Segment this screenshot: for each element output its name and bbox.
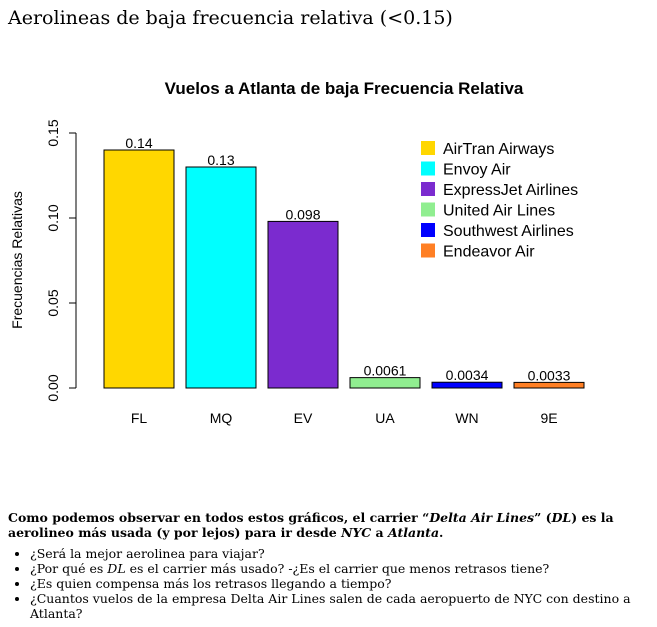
bar xyxy=(103,149,175,389)
bar xyxy=(431,381,503,389)
data-label: 0.13 xyxy=(207,152,234,168)
x-tick-label: EV xyxy=(294,410,313,426)
bar xyxy=(349,377,421,389)
chart-svg: Vuelos a Atlanta de baja Frecuencia Rela… xyxy=(9,79,585,426)
legend-label: Envoy Air xyxy=(443,162,511,179)
bar xyxy=(185,166,257,389)
question-item: ¿Por qué es DL es el carrier más usado? … xyxy=(30,561,653,576)
x-tick-label: 9E xyxy=(540,410,557,426)
legend-label: ExpressJet Airlines xyxy=(443,182,578,199)
legend-swatch xyxy=(421,223,435,237)
question-item: ¿Será la mejor aerolinea para viajar? xyxy=(30,546,653,561)
x-tick-label: MQ xyxy=(210,410,233,426)
legend-swatch xyxy=(421,141,435,155)
y-tick-label: 0.00 xyxy=(45,374,61,401)
legend-swatch xyxy=(421,243,435,258)
y-tick-label: 0.10 xyxy=(45,204,61,231)
bar xyxy=(267,220,339,389)
y-axis-label: Frecuencias Relativas xyxy=(9,191,25,329)
legend-label: United Air Lines xyxy=(443,203,555,220)
bar xyxy=(513,381,585,389)
data-label: 0.0034 xyxy=(446,367,489,383)
notes-section: Como podemos observar en todos estos grá… xyxy=(8,510,653,621)
legend-swatch xyxy=(421,182,435,196)
data-label: 0.0061 xyxy=(364,363,407,379)
legend-swatch xyxy=(421,161,435,176)
y-tick-label: 0.15 xyxy=(45,119,61,146)
summary-paragraph: Como podemos observar en todos estos grá… xyxy=(8,510,614,540)
question-item: ¿Es quien compensa más los retrasos lleg… xyxy=(30,576,653,591)
bar-chart: Vuelos a Atlanta de baja Frecuencia Rela… xyxy=(0,68,657,440)
x-tick-label: WN xyxy=(455,410,478,426)
question-list: ¿Será la mejor aerolinea para viajar? ¿P… xyxy=(8,546,653,621)
x-tick-label: FL xyxy=(131,410,148,426)
chart-title: Vuelos a Atlanta de baja Frecuencia Rela… xyxy=(165,79,524,98)
data-label: 0.0033 xyxy=(528,367,571,383)
x-tick-label: UA xyxy=(375,410,395,426)
data-label: 0.098 xyxy=(285,206,320,222)
question-item: ¿Cuantos vuelos de la empresa Delta Air … xyxy=(30,591,653,621)
legend-label: Endeavor Air xyxy=(443,244,535,261)
legend-label: AirTran Airways xyxy=(443,141,554,158)
legend-label: Southwest Airlines xyxy=(443,223,574,240)
data-label: 0.14 xyxy=(125,135,152,151)
y-tick-label: 0.05 xyxy=(45,289,61,316)
legend-swatch xyxy=(421,202,435,217)
page-heading: Aerolineas de baja frecuencia relativa (… xyxy=(8,7,453,29)
